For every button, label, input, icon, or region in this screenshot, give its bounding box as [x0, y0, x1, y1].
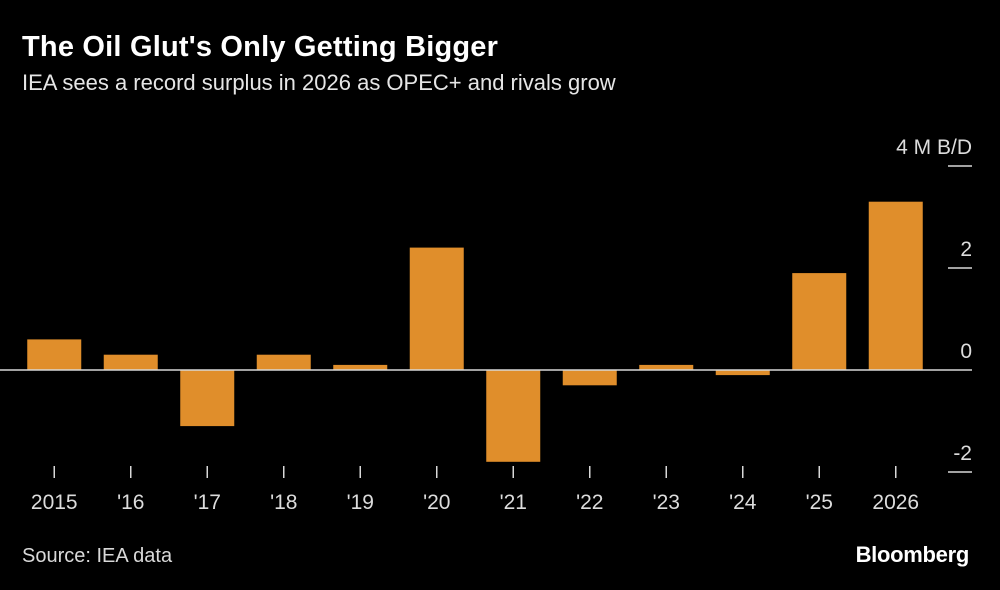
- y-tick-label: 4 M B/D: [896, 136, 972, 159]
- bar-6: [486, 370, 541, 462]
- bar-9: [715, 370, 770, 376]
- x-tick-label: 2015: [31, 491, 78, 514]
- chart-subtitle: IEA sees a record surplus in 2026 as OPE…: [22, 70, 616, 95]
- x-tick-label: '24: [729, 491, 757, 514]
- bar-11: [868, 201, 923, 370]
- y-tick-label: -2: [953, 442, 972, 465]
- bar-4: [333, 364, 388, 370]
- bar-3: [256, 354, 311, 370]
- bar-0: [27, 339, 82, 370]
- x-tick-label: '22: [576, 491, 603, 514]
- y-axis: 4 M B/D 2 0 -2: [896, 136, 972, 473]
- bar-1: [103, 354, 158, 370]
- bar-8: [639, 364, 694, 370]
- x-tick-label: '25: [806, 491, 833, 514]
- bar-5: [409, 247, 464, 370]
- x-tick-label: '20: [423, 491, 450, 514]
- x-tick-label: '23: [653, 491, 680, 514]
- bars-group: [27, 201, 923, 462]
- x-tick-label: '17: [194, 491, 221, 514]
- x-tick-label: '16: [117, 491, 144, 514]
- bar-7: [562, 370, 617, 386]
- x-tick-label: 2026: [872, 491, 919, 514]
- x-tick-label: '21: [500, 491, 527, 514]
- bar-10: [792, 273, 847, 370]
- bar-2: [180, 370, 235, 427]
- x-tick-label: '18: [270, 491, 297, 514]
- y-tick-label: 0: [960, 340, 972, 363]
- chart-title: The Oil Glut's Only Getting Bigger: [22, 31, 499, 63]
- y-tick-label: 2: [960, 238, 972, 261]
- x-axis: 2015 '16 '17 '18 '19 '20 '21 '22 '23 '24 '25 2026: [31, 466, 919, 514]
- x-tick-label: '19: [347, 491, 374, 514]
- bloomberg-logo: Bloomberg: [855, 542, 970, 567]
- source-note: Source: IEA data: [22, 545, 173, 567]
